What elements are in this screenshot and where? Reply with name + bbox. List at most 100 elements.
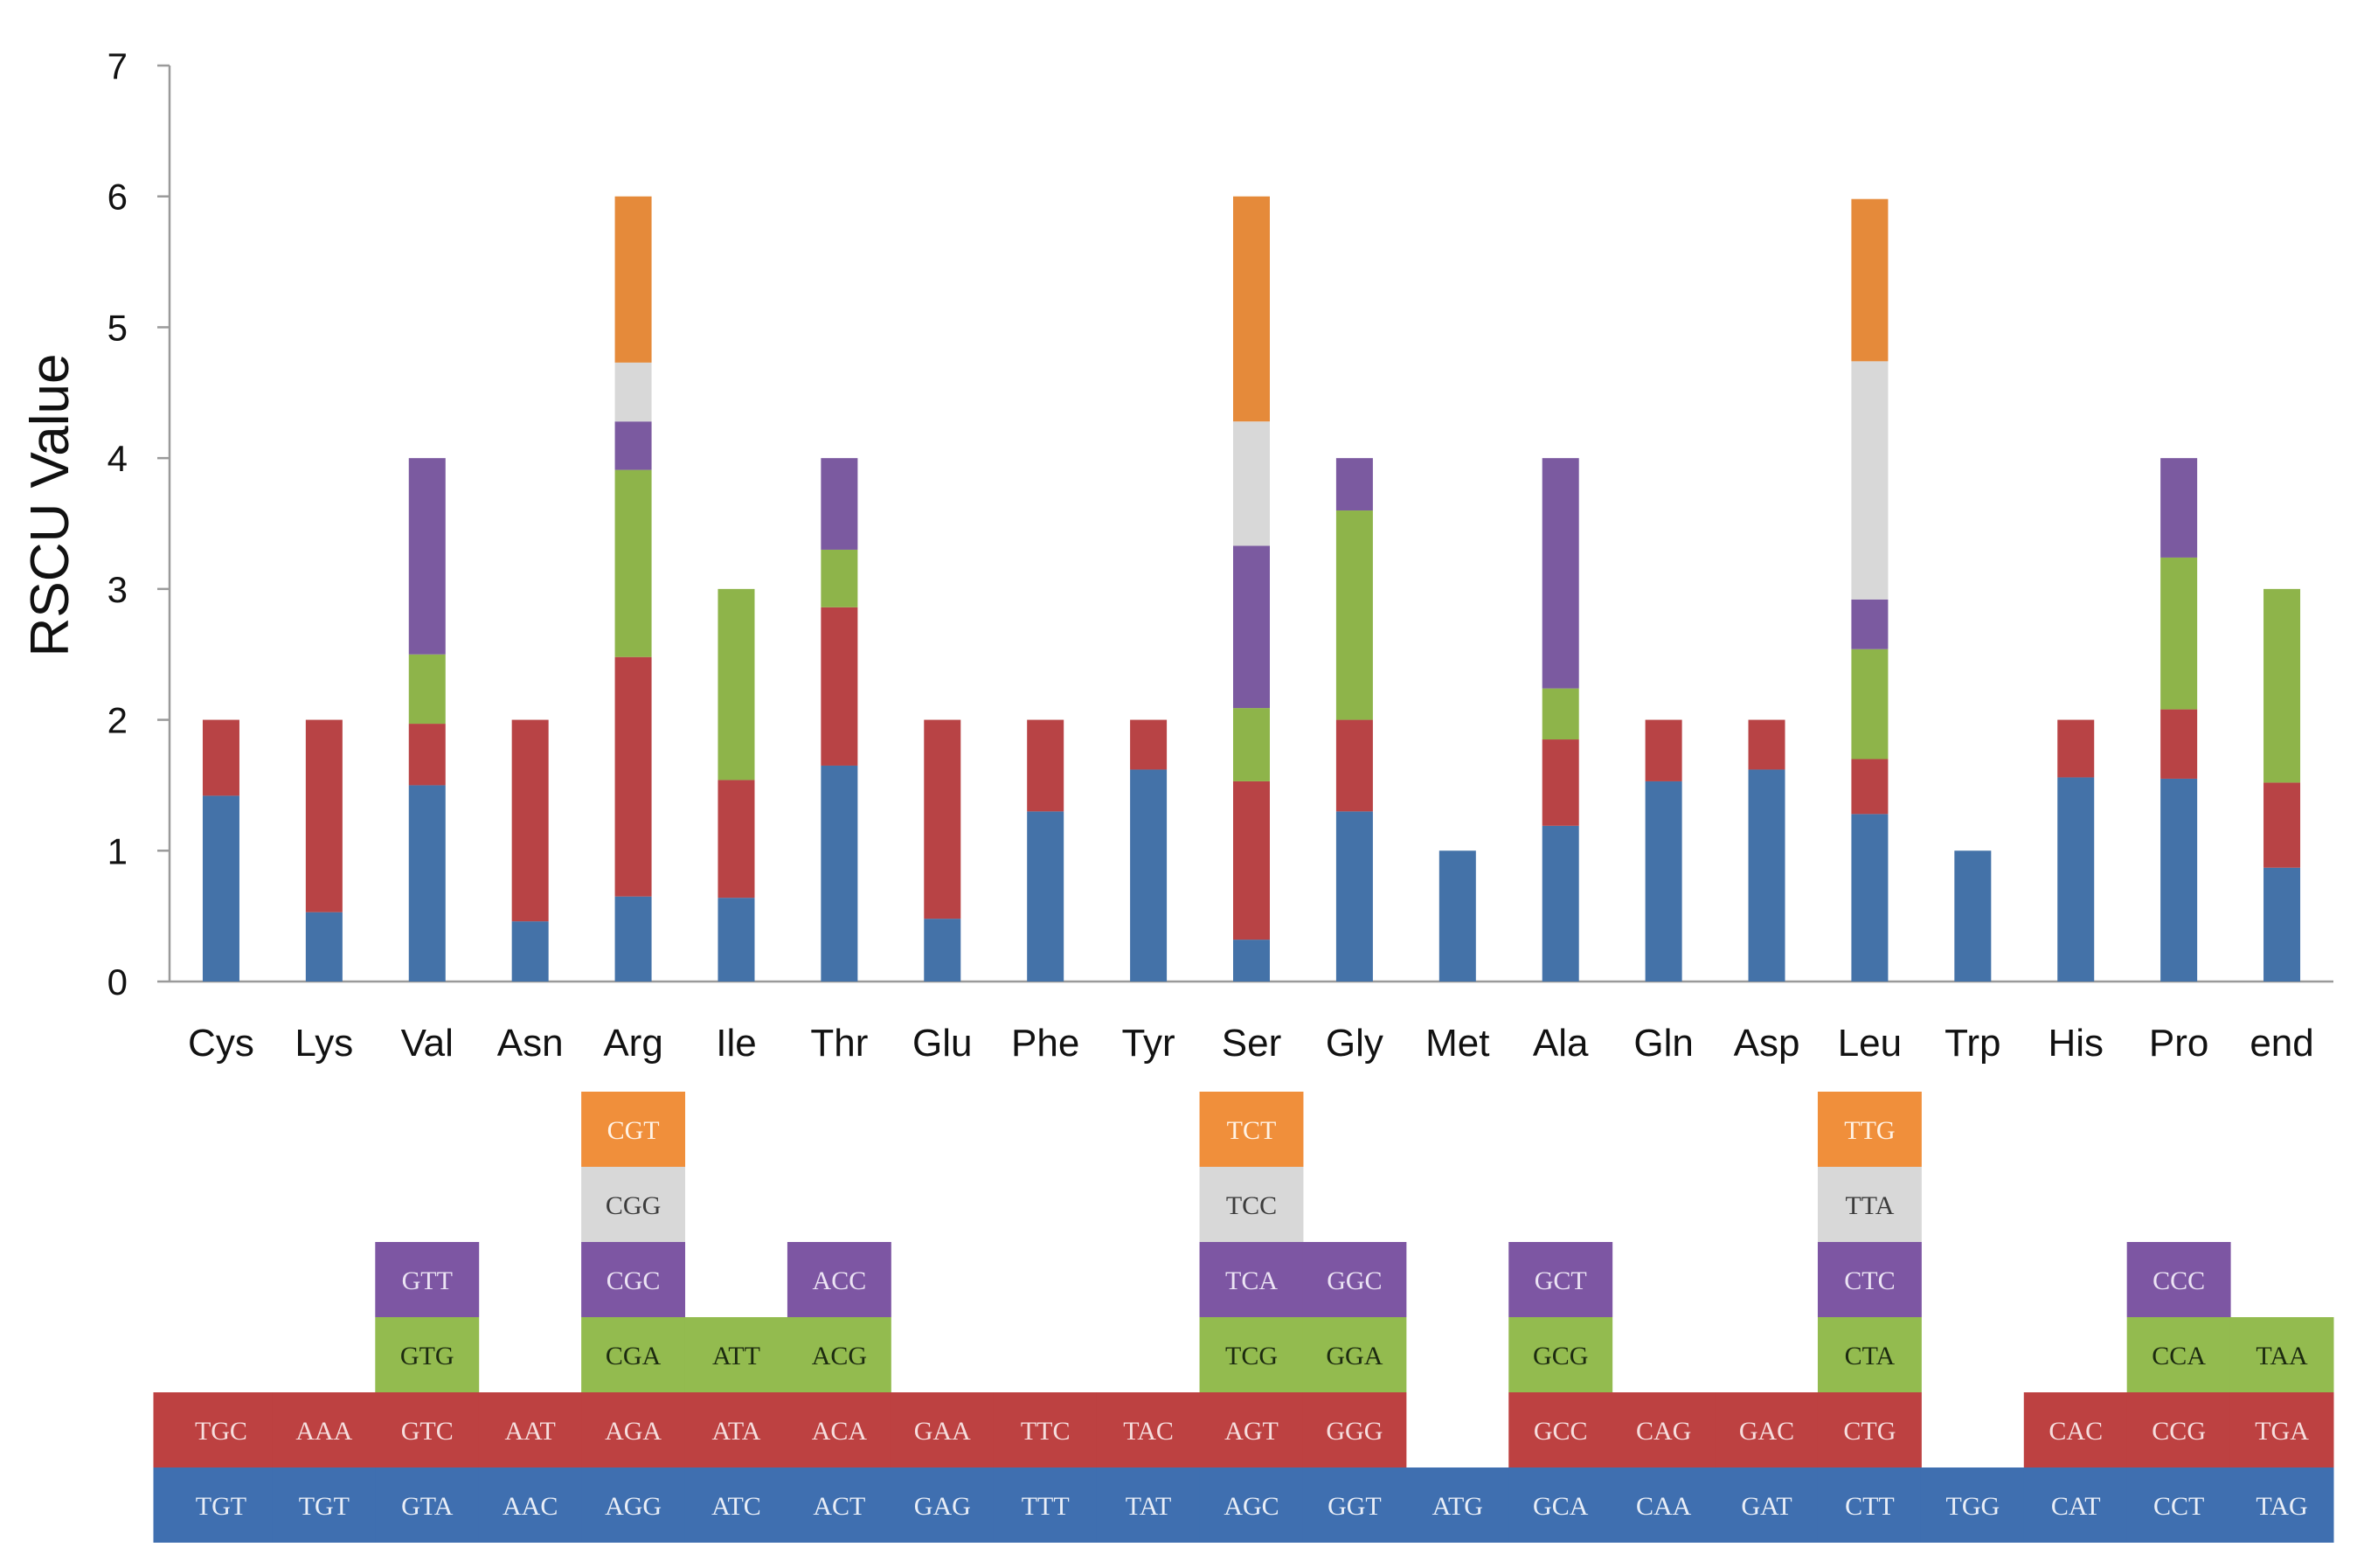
codon-label: ATT [712, 1342, 760, 1370]
codon-cell-act [787, 1467, 891, 1543]
codon-label: CCG [2152, 1417, 2206, 1446]
y-axis-ticks: 0 1 2 3 4 5 6 7 [107, 45, 170, 1003]
codon-cell-ccg [2126, 1392, 2231, 1467]
codon-label: ACG [812, 1342, 867, 1370]
y-tick-label: 2 [107, 700, 128, 741]
codon-label: TAG [2256, 1492, 2307, 1521]
bar-segment-end-3 [2263, 588, 2301, 783]
codon-label: TCC [1226, 1191, 1277, 1220]
codon-label: ATG [1432, 1492, 1483, 1521]
bar-segment-pro-2 [2160, 709, 2198, 779]
codon-label: GTA [401, 1492, 454, 1521]
codon-cell-ggt [1302, 1467, 1407, 1543]
codon-cell-att [684, 1317, 788, 1392]
bar-segment-ile-2 [717, 780, 755, 898]
codon-table: TGT TGC TGT AAA GTA GTC GTG GTT AAC AAT AGG AGA CGA C… [153, 1092, 2334, 1543]
codon-label: GTC [401, 1417, 454, 1446]
x-tick-label: Ser [1222, 1022, 1281, 1065]
codon-label: CAG [1636, 1417, 1691, 1446]
codon-label: TCG [1225, 1342, 1278, 1370]
codon-cell-aat [478, 1392, 583, 1467]
bar-segment-val-3 [408, 654, 446, 725]
codon-cell-gta [375, 1467, 480, 1543]
bar-segment-gly-3 [1335, 510, 1373, 720]
codon-cell-gct [1508, 1242, 1613, 1317]
codon-cell-tct [1199, 1092, 1304, 1167]
codon-cell-ctt [1817, 1467, 1922, 1543]
codon-cell-cga [581, 1317, 686, 1392]
bar-segment-pro-3 [2160, 557, 2198, 710]
codon-cell-acg [787, 1317, 891, 1392]
codon-cell-tcc [1199, 1167, 1304, 1242]
bar-segment-met-1 [1438, 850, 1476, 982]
bar-segment-leu-2 [1851, 759, 1889, 815]
codon-label: CCT [2153, 1492, 2204, 1521]
x-tick-label: Cys [188, 1022, 254, 1065]
codon-label: CTT [1845, 1492, 1895, 1521]
codon-cell-gtc [375, 1392, 480, 1467]
bar-segment-tyr-2 [1130, 719, 1168, 770]
codon-label: GTG [400, 1342, 454, 1370]
bar-segment-thr-4 [821, 458, 858, 550]
codon-cell-gcg [1508, 1317, 1613, 1392]
codon-cell-gca [1508, 1467, 1613, 1543]
codon-label: TTC [1021, 1417, 1071, 1446]
bar-segment-ser-4 [1233, 545, 1270, 709]
bar-segment-glu-1 [924, 919, 961, 982]
x-tick-label: Pro [2149, 1022, 2208, 1065]
codon-cell-agt [1199, 1392, 1304, 1467]
codon-cell-agc [1199, 1467, 1304, 1543]
codon-label: GAC [1739, 1417, 1794, 1446]
bar-segment-ala-4 [1542, 458, 1579, 689]
codon-cell-tac [1096, 1392, 1201, 1467]
bar-segment-gln-2 [1645, 719, 1682, 781]
codon-label: CTA [1845, 1342, 1896, 1370]
codon-cell-ggc [1302, 1242, 1407, 1317]
x-tick-label: end [2250, 1022, 2313, 1065]
codon-label: ACC [813, 1266, 867, 1295]
bar-segment-leu-4 [1851, 599, 1889, 649]
codon-cell-ctg [1817, 1392, 1922, 1467]
codon-cell-ccc [2126, 1242, 2231, 1317]
bar-segment-pro-1 [2160, 778, 2198, 982]
x-tick-label: Gly [1326, 1022, 1383, 1065]
bar-segment-gly-2 [1335, 719, 1373, 812]
bar-segment-end-1 [2263, 867, 2301, 982]
bar-segment-asp-2 [1748, 719, 1785, 770]
codon-label: TCT [1227, 1116, 1277, 1145]
codon-cell-ttc [993, 1392, 1098, 1467]
codon-cell-cca [2126, 1317, 2231, 1392]
codon-cell-cct [2126, 1467, 2231, 1543]
bar-segment-ala-1 [1542, 825, 1579, 982]
bar-segment-ser-2 [1233, 781, 1270, 940]
codon-cell-tag [2229, 1467, 2334, 1543]
codon-label: CGA [606, 1342, 662, 1370]
y-tick-label: 6 [107, 177, 128, 218]
codon-cell-cta [1817, 1317, 1922, 1392]
bar-segment-asn-2 [511, 719, 549, 922]
codon-label: GGA [1326, 1342, 1383, 1370]
x-tick-label: Asp [1734, 1022, 1800, 1065]
codon-label: GCT [1535, 1266, 1587, 1295]
bar-segment-thr-2 [821, 607, 858, 766]
bar-segment-his-1 [2057, 777, 2095, 982]
bar-segment-val-1 [408, 785, 446, 982]
y-tick-label: 7 [107, 45, 128, 87]
codon-cell-taa [2229, 1317, 2334, 1392]
codon-label: ACA [812, 1417, 868, 1446]
codon-cell-tta [1817, 1167, 1922, 1242]
bar-segment-thr-3 [821, 549, 858, 607]
codon-cell-cat [2023, 1467, 2128, 1543]
bar-segment-glu-2 [924, 719, 961, 919]
x-tick-label: Phe [1011, 1022, 1079, 1065]
codon-label: CTC [1844, 1266, 1895, 1295]
codon-cell-cgc [581, 1242, 686, 1317]
bar-segment-lys-1 [305, 912, 343, 982]
bar-segment-ala-3 [1542, 688, 1579, 740]
bar-segment-trp-1 [1954, 850, 1992, 982]
bar-segment-val-4 [408, 458, 446, 655]
y-tick-label: 0 [107, 961, 128, 1003]
bar-segment-phe-1 [1027, 811, 1064, 982]
codon-label: TGA [2255, 1417, 2309, 1446]
x-tick-label: His [2048, 1022, 2104, 1065]
